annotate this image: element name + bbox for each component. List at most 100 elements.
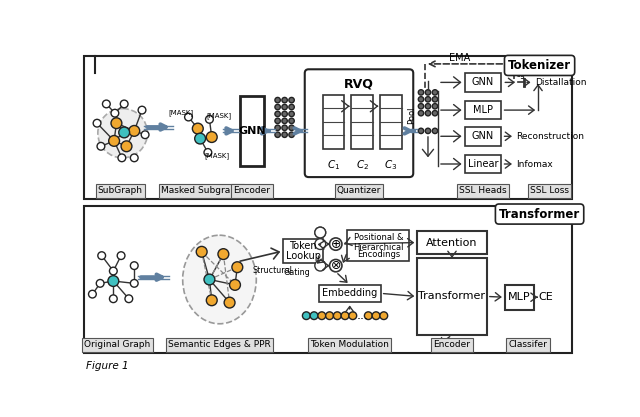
Circle shape xyxy=(432,97,438,102)
Circle shape xyxy=(131,279,138,287)
Circle shape xyxy=(224,297,235,308)
Text: Hierarchical: Hierarchical xyxy=(353,243,404,252)
Circle shape xyxy=(330,259,342,272)
Text: ...: ... xyxy=(357,309,369,322)
Circle shape xyxy=(289,111,294,117)
Circle shape xyxy=(425,103,431,109)
Text: Linear: Linear xyxy=(468,159,499,169)
Bar xyxy=(465,101,501,119)
Circle shape xyxy=(98,108,147,158)
Bar xyxy=(348,230,410,261)
Circle shape xyxy=(289,132,294,138)
Circle shape xyxy=(96,279,104,287)
Circle shape xyxy=(196,246,207,257)
Ellipse shape xyxy=(182,235,256,324)
Text: Original Graph: Original Graph xyxy=(84,340,150,349)
Circle shape xyxy=(425,90,431,95)
Circle shape xyxy=(315,227,326,238)
Bar xyxy=(323,95,344,148)
Bar xyxy=(380,95,402,148)
Bar xyxy=(351,95,373,148)
Text: $C_1$: $C_1$ xyxy=(327,158,340,173)
Circle shape xyxy=(282,104,287,110)
Circle shape xyxy=(315,227,326,238)
Text: Masked Subgraph: Masked Subgraph xyxy=(161,186,242,196)
Circle shape xyxy=(419,111,424,116)
Circle shape xyxy=(364,312,372,319)
Circle shape xyxy=(230,279,241,290)
Circle shape xyxy=(330,238,342,250)
Bar xyxy=(241,96,264,166)
Circle shape xyxy=(120,100,128,108)
Text: CE: CE xyxy=(538,292,553,302)
Circle shape xyxy=(419,90,424,95)
Text: Pool: Pool xyxy=(407,107,416,124)
Text: $\otimes$: $\otimes$ xyxy=(330,259,341,272)
Circle shape xyxy=(425,97,431,102)
Circle shape xyxy=(380,312,388,319)
Circle shape xyxy=(275,125,280,131)
Circle shape xyxy=(315,260,326,271)
Bar xyxy=(465,155,501,173)
Circle shape xyxy=(98,252,106,259)
Circle shape xyxy=(282,125,287,131)
Circle shape xyxy=(184,113,193,121)
Text: [MASK]: [MASK] xyxy=(205,152,230,159)
Text: Token: Token xyxy=(289,241,317,251)
Circle shape xyxy=(341,312,349,319)
Circle shape xyxy=(432,90,438,95)
Circle shape xyxy=(432,103,438,109)
Text: Figure 1: Figure 1 xyxy=(86,361,129,371)
Bar xyxy=(465,127,501,146)
Circle shape xyxy=(206,132,217,143)
Text: SSL Heads: SSL Heads xyxy=(459,186,507,196)
Text: Lookup: Lookup xyxy=(285,251,321,261)
Bar xyxy=(283,239,323,263)
Text: Transformer: Transformer xyxy=(419,291,486,301)
Circle shape xyxy=(275,111,280,117)
Text: sg: sg xyxy=(516,70,525,79)
Circle shape xyxy=(282,118,287,123)
Text: Quantizer: Quantizer xyxy=(337,186,381,196)
Circle shape xyxy=(102,100,110,108)
FancyBboxPatch shape xyxy=(305,69,413,177)
Circle shape xyxy=(111,109,119,117)
Text: Transformer: Transformer xyxy=(499,208,580,221)
Circle shape xyxy=(109,267,117,275)
Bar xyxy=(505,285,534,309)
Circle shape xyxy=(289,98,294,103)
Bar xyxy=(319,285,381,302)
Text: $C_2$: $C_2$ xyxy=(356,158,369,173)
Circle shape xyxy=(111,118,122,128)
Text: Distallation: Distallation xyxy=(535,78,586,87)
Circle shape xyxy=(275,104,280,110)
Circle shape xyxy=(282,111,287,117)
Circle shape xyxy=(310,312,318,319)
Text: Semantic Edges & PPR: Semantic Edges & PPR xyxy=(168,340,271,349)
Text: [MASK]: [MASK] xyxy=(168,109,193,116)
Bar xyxy=(417,231,487,254)
Text: Classifer: Classifer xyxy=(509,340,547,349)
Circle shape xyxy=(138,106,146,114)
Bar xyxy=(417,258,487,335)
Circle shape xyxy=(117,252,125,259)
Text: Token Modulation: Token Modulation xyxy=(310,340,389,349)
Circle shape xyxy=(129,126,140,136)
Circle shape xyxy=(349,312,356,319)
Text: GNN: GNN xyxy=(472,131,494,141)
Bar xyxy=(84,56,572,198)
Circle shape xyxy=(419,97,424,102)
Circle shape xyxy=(121,141,132,152)
Circle shape xyxy=(289,104,294,110)
Circle shape xyxy=(425,128,431,133)
Circle shape xyxy=(282,132,287,138)
Text: Positional &: Positional & xyxy=(354,234,403,242)
Text: SSL Loss: SSL Loss xyxy=(530,186,569,196)
Text: Embedding: Embedding xyxy=(322,289,378,298)
Bar xyxy=(84,206,572,354)
Circle shape xyxy=(205,116,213,123)
Circle shape xyxy=(109,136,120,146)
Circle shape xyxy=(275,98,280,103)
Circle shape xyxy=(204,274,215,285)
Text: Encoder: Encoder xyxy=(433,340,470,349)
